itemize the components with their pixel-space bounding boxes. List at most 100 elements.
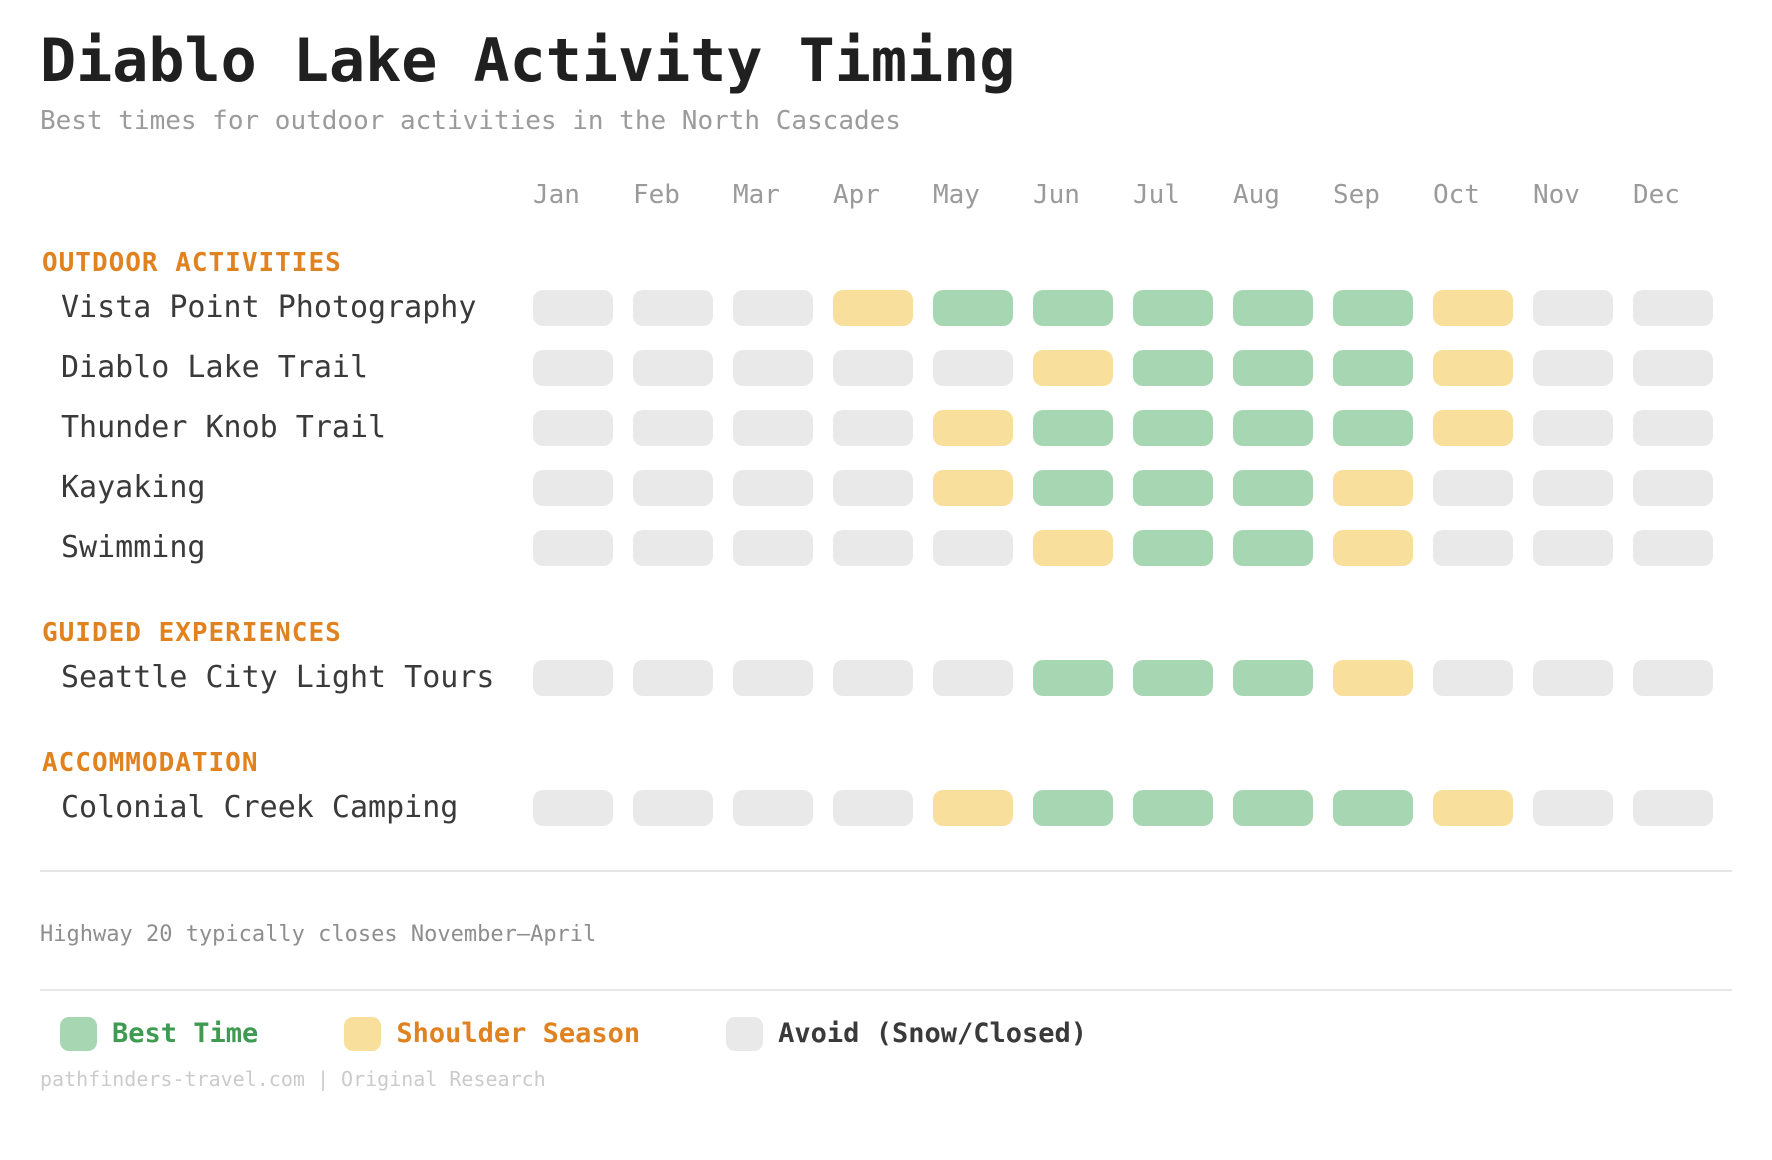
month-pill bbox=[833, 349, 913, 386]
activity-label: Thunder Knob Trail bbox=[61, 410, 387, 446]
month-pill bbox=[533, 409, 613, 446]
month-pill bbox=[1033, 529, 1113, 566]
month-pill bbox=[1433, 469, 1513, 506]
month-pill bbox=[933, 469, 1013, 506]
month-pill bbox=[1633, 529, 1713, 566]
month-pill bbox=[1233, 529, 1313, 566]
activity-row: Thunder Knob Trail bbox=[40, 398, 1732, 458]
legend-label-best: Best Time bbox=[112, 1018, 259, 1050]
legend-swatch-best bbox=[60, 1016, 97, 1051]
month-pill bbox=[1433, 529, 1513, 566]
legend-swatch-avoid bbox=[726, 1016, 764, 1051]
month-pill bbox=[733, 469, 813, 506]
month-pill bbox=[933, 289, 1013, 326]
month-label: Apr bbox=[833, 179, 880, 210]
month-pill bbox=[733, 349, 813, 386]
month-pill bbox=[933, 659, 1013, 696]
legend-item-avoid: Avoid (Snow/Closed) bbox=[726, 1016, 1088, 1051]
month-pill bbox=[633, 349, 713, 386]
month-pill bbox=[1033, 409, 1113, 446]
month-pill bbox=[1033, 289, 1113, 326]
month-pill bbox=[633, 469, 713, 506]
month-pill bbox=[1633, 659, 1713, 696]
month-pill bbox=[1233, 349, 1313, 386]
month-pill bbox=[1533, 289, 1613, 326]
month-label: Aug bbox=[1233, 179, 1280, 210]
activity-chart: Jan Feb Mar Apr May Jun Jul Aug Sep Oct Nov Dec OUT… bbox=[40, 180, 1732, 838]
month-pill bbox=[633, 529, 713, 566]
month-pill bbox=[1533, 659, 1613, 696]
section-header: GUIDED EXPERIENCES bbox=[42, 617, 342, 648]
month-pill bbox=[933, 529, 1013, 566]
month-pill bbox=[1633, 469, 1713, 506]
month-pill bbox=[833, 289, 913, 326]
month-label: Dec bbox=[1633, 179, 1680, 210]
month-label: Jul bbox=[1133, 179, 1180, 210]
month-pill bbox=[1333, 409, 1413, 446]
footer-credit: pathfinders-travel.com | Original Resear… bbox=[40, 1066, 546, 1091]
highway-note: Highway 20 typically closes November—Apr… bbox=[40, 921, 597, 947]
month-pill bbox=[533, 289, 613, 326]
month-pill bbox=[1333, 349, 1413, 386]
month-pill bbox=[533, 659, 613, 696]
month-pill bbox=[533, 469, 613, 506]
activity-row: Kayaking bbox=[40, 458, 1732, 518]
legend-swatch-shoulder bbox=[344, 1016, 382, 1051]
month-pill bbox=[933, 409, 1013, 446]
month-label: Oct bbox=[1433, 179, 1480, 210]
legend-label-avoid: Avoid (Snow/Closed) bbox=[778, 1018, 1088, 1050]
legend-label-shoulder: Shoulder Season bbox=[396, 1018, 641, 1050]
month-pill bbox=[1633, 289, 1713, 326]
month-pill bbox=[1033, 349, 1113, 386]
divider-top bbox=[40, 869, 1732, 872]
activity-label: Swimming bbox=[61, 530, 206, 566]
month-label: May bbox=[933, 179, 980, 210]
month-pill bbox=[933, 789, 1013, 826]
month-pill bbox=[1533, 349, 1613, 386]
month-pill bbox=[1233, 289, 1313, 326]
month-pill bbox=[1533, 409, 1613, 446]
activity-row: Diablo Lake Trail bbox=[40, 338, 1732, 398]
month-pill bbox=[1033, 789, 1113, 826]
month-pill bbox=[1333, 789, 1413, 826]
month-pill bbox=[733, 789, 813, 826]
month-pill bbox=[633, 659, 713, 696]
month-pill bbox=[1133, 409, 1213, 446]
legend: Best Time Shoulder Season Avoid (Snow/Cl… bbox=[60, 1016, 1732, 1051]
month-pill bbox=[1033, 659, 1113, 696]
chart-body: OUTDOOR ACTIVITIES Vista Point Photograph… bbox=[40, 248, 1732, 838]
month-pill bbox=[1633, 789, 1713, 826]
section-header: ACCOMMODATION bbox=[42, 747, 259, 778]
month-label: Jun bbox=[1033, 179, 1080, 210]
month-label: Sep bbox=[1333, 179, 1380, 210]
month-label: Nov bbox=[1533, 179, 1580, 210]
activity-label: Colonial Creek Camping bbox=[61, 790, 459, 826]
activity-row: Swimming bbox=[40, 518, 1732, 578]
month-pill bbox=[1433, 289, 1513, 326]
activity-label: Vista Point Photography bbox=[61, 290, 477, 326]
activity-row: Colonial Creek Camping bbox=[40, 778, 1732, 838]
month-pill bbox=[633, 409, 713, 446]
month-pill bbox=[1633, 349, 1713, 386]
month-pill bbox=[1133, 289, 1213, 326]
divider-bottom bbox=[40, 988, 1732, 991]
month-pill bbox=[1333, 469, 1413, 506]
month-pill bbox=[1233, 789, 1313, 826]
month-pill bbox=[1333, 659, 1413, 696]
month-pill bbox=[1533, 529, 1613, 566]
page-title: Diablo Lake Activity Timing bbox=[40, 26, 1016, 96]
month-pill bbox=[833, 409, 913, 446]
month-pill bbox=[633, 289, 713, 326]
page-subtitle: Best times for outdoor activities in the… bbox=[40, 105, 901, 136]
month-pill bbox=[1333, 529, 1413, 566]
month-pill bbox=[833, 789, 913, 826]
month-pill bbox=[533, 529, 613, 566]
month-label: Jan bbox=[533, 179, 580, 210]
month-pill bbox=[1233, 409, 1313, 446]
month-header-row: Jan Feb Mar Apr May Jun Jul Aug Sep Oct Nov Dec bbox=[40, 179, 1732, 210]
activity-label: Diablo Lake Trail bbox=[61, 350, 369, 386]
month-pill bbox=[833, 469, 913, 506]
activity-row: Seattle City Light Tours bbox=[40, 648, 1732, 708]
month-pill bbox=[1533, 789, 1613, 826]
month-pill bbox=[1033, 469, 1113, 506]
